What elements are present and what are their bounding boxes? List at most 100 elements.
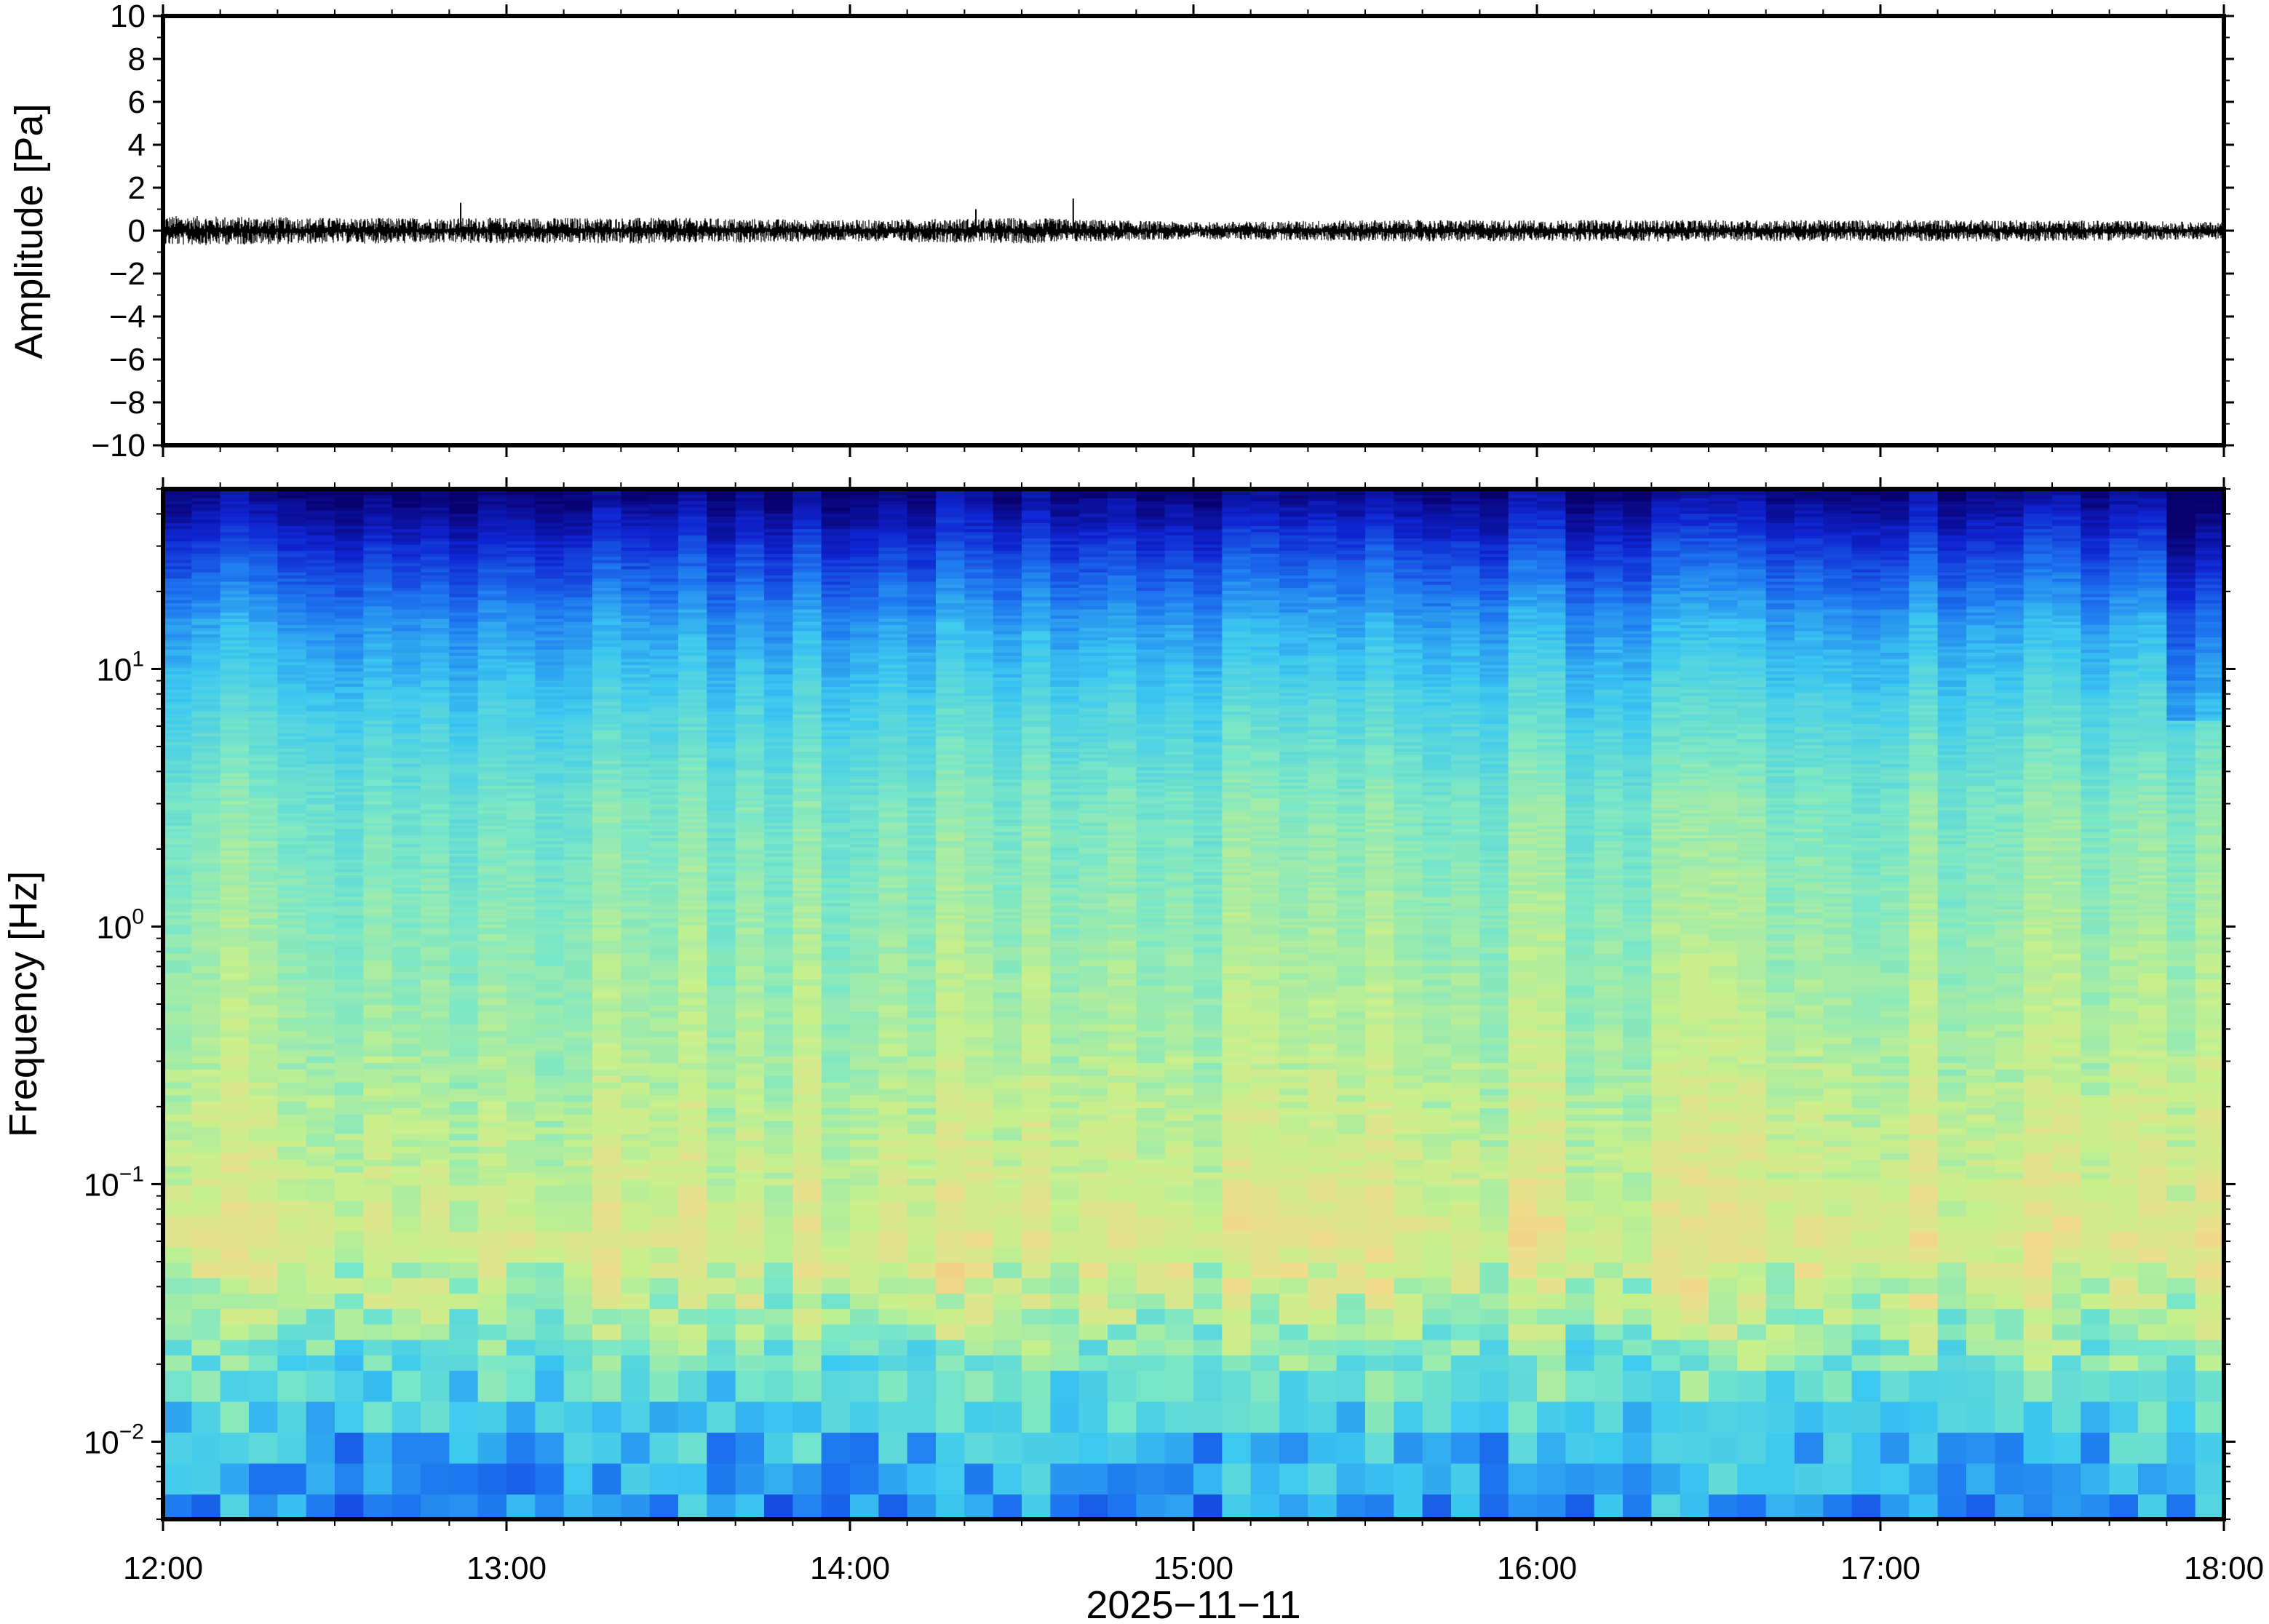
spectrogram-cell <box>878 554 908 558</box>
spectrogram-cell <box>306 621 335 626</box>
spectrogram-cell <box>1537 616 1566 620</box>
spectrogram-cell <box>1594 637 1624 641</box>
spectrogram-cell <box>1078 591 1108 595</box>
spectrogram-cell <box>2081 612 2110 616</box>
spectrogram-cell <box>1136 606 1166 610</box>
spectrogram-cell <box>878 510 908 514</box>
spectrogram-cell <box>649 609 679 613</box>
spectrogram-cell <box>506 609 536 613</box>
spectrogram-cell <box>1565 529 1595 533</box>
spectrogram-cell <box>792 618 822 623</box>
spectrogram-cell <box>678 612 707 616</box>
spectrogram-cell <box>936 554 965 558</box>
spectrogram-cell <box>306 624 335 629</box>
spectrogram-cell <box>1966 668 1995 672</box>
spectrogram-cell <box>1851 569 1881 573</box>
spectrogram-cell <box>1709 575 1738 579</box>
spectrogram-cell <box>563 510 593 514</box>
spectrogram-cell <box>878 591 908 595</box>
spectrogram-cell <box>1851 572 1881 576</box>
spectrogram-cell <box>1851 628 1881 632</box>
spectrogram-cell <box>191 653 221 656</box>
spectrogram-cell <box>1108 529 1137 533</box>
spectrogram-cell <box>277 621 307 626</box>
spectrogram-cell <box>363 665 393 669</box>
spectrogram-cell <box>821 510 851 514</box>
spectrogram-cell <box>1565 532 1595 536</box>
spectrogram-cell <box>1651 649 1681 653</box>
spectrogram-cell <box>907 643 937 648</box>
spectrogram-cell <box>592 594 621 598</box>
spectrogram-cell <box>506 646 536 650</box>
spectrogram-cell <box>1279 661 1308 666</box>
spectrogram-cell <box>1565 658 1595 663</box>
spectrogram-cell <box>2023 637 2053 641</box>
spectrogram-cell <box>821 501 851 505</box>
spectrogram-cell <box>563 656 593 660</box>
spectrogram-cell <box>1108 631 1137 635</box>
spectrogram-cell <box>1795 643 1824 648</box>
spectrogram-cell <box>1680 597 1709 601</box>
spectrogram-cell <box>1050 547 1080 552</box>
spectrogram-cell <box>1709 634 1738 638</box>
spectrogram-cell <box>1765 575 1795 579</box>
spectrogram-cell <box>1279 637 1308 641</box>
spectrogram-cell <box>1594 671 1624 675</box>
spectrogram-cell <box>964 554 994 558</box>
spectrogram-cell <box>764 649 793 653</box>
spectrogram-cell <box>392 646 421 650</box>
spectrogram-cell <box>735 624 765 629</box>
spectrogram-cell <box>1222 674 1252 678</box>
spectrogram-cell <box>1193 656 1223 660</box>
spectrogram-cell <box>592 532 621 536</box>
spectrogram-cell <box>1479 507 1509 512</box>
spectrogram-cell <box>649 668 679 672</box>
spectrogram-cell <box>1537 683 1566 688</box>
spectrogram-cell <box>1250 566 1280 570</box>
spectrogram-cell <box>2166 535 2196 539</box>
spectrogram-cell <box>1966 612 1995 616</box>
spectrogram-cell <box>1164 671 1194 675</box>
spectrogram-cell <box>1737 643 1767 648</box>
spectrogram-cell <box>1851 658 1881 663</box>
spectrogram-cell <box>163 643 192 648</box>
spectrogram-cell <box>392 513 421 517</box>
spectrogram-cell <box>707 616 736 620</box>
spectrogram-cell <box>2081 591 2110 595</box>
spectrogram-cell <box>936 566 965 570</box>
spectrogram-cell <box>964 513 994 517</box>
spectrogram-cell <box>1394 584 1423 589</box>
spectrogram-cell <box>1479 656 1509 660</box>
spectrogram-cell <box>1394 658 1423 663</box>
spectrogram-cell <box>1709 498 1738 502</box>
spectrogram-cell <box>792 587 822 592</box>
spectrogram-cell <box>277 656 307 660</box>
spectrogram-cell <box>649 696 679 700</box>
spectrogram-cell <box>506 640 536 644</box>
spectrogram-cell <box>821 507 851 512</box>
spectrogram-cell <box>1823 693 1853 697</box>
spectrogram-cell <box>1164 661 1194 666</box>
spectrogram-cell <box>1737 522 1767 527</box>
spectrogram-cell <box>993 591 1022 595</box>
spectrogram-cell <box>1623 680 1652 685</box>
spectrogram-cell <box>850 656 879 660</box>
spectrogram-cell <box>2052 637 2081 641</box>
spectrogram-cell <box>1995 517 2024 521</box>
spectrogram-cell <box>1795 578 1824 583</box>
spectrogram-cell <box>1508 634 1538 638</box>
spectrogram-cell <box>335 683 364 688</box>
spectrogram-cell <box>1508 693 1538 697</box>
spectrogram-cell <box>1537 661 1566 666</box>
spectrogram-cell <box>1594 646 1624 650</box>
spectrogram-cell <box>1565 547 1595 552</box>
spectrogram-cell <box>1164 569 1194 573</box>
spectrogram-cell <box>249 665 278 669</box>
spectrogram-cell <box>592 665 621 669</box>
spectrogram-cell <box>220 587 250 592</box>
spectrogram-cell <box>1308 624 1338 629</box>
spectrogram-cell <box>649 507 679 512</box>
spectrogram-cell <box>220 631 250 635</box>
spectrogram-cell <box>621 677 651 681</box>
spectrogram-cell <box>1108 640 1137 644</box>
